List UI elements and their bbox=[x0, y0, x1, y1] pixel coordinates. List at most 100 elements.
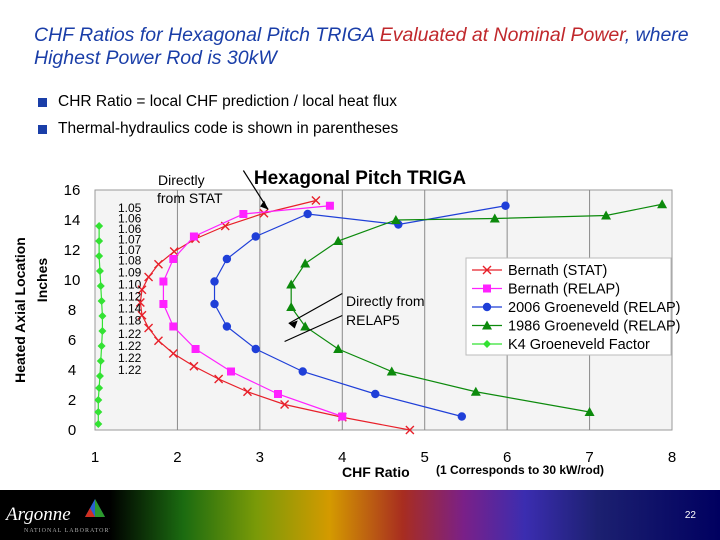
legend-label: K4 Groeneveld Factor bbox=[508, 337, 650, 353]
data-point bbox=[298, 367, 307, 376]
data-point bbox=[98, 327, 107, 335]
data-point bbox=[222, 322, 232, 331]
data-point bbox=[98, 312, 107, 320]
data-point bbox=[239, 210, 248, 218]
y-tick-label: 16 bbox=[64, 182, 81, 199]
x-tick-label: 2 bbox=[173, 449, 181, 466]
x-tick-label: 3 bbox=[256, 449, 264, 466]
data-point bbox=[390, 215, 401, 224]
data-point bbox=[251, 232, 260, 241]
data-point bbox=[168, 349, 178, 358]
data-point bbox=[135, 298, 145, 307]
data-label: 1.05 bbox=[118, 201, 142, 215]
data-point bbox=[153, 259, 163, 269]
data-point bbox=[210, 277, 219, 286]
data-point bbox=[280, 400, 290, 409]
data-point bbox=[601, 210, 612, 220]
data-point bbox=[386, 366, 397, 376]
data-label: 1.07 bbox=[118, 233, 142, 247]
y-tick-label: 6 bbox=[68, 332, 76, 349]
legend-marker bbox=[482, 265, 492, 275]
data-point bbox=[144, 323, 154, 333]
data-point bbox=[338, 412, 347, 421]
data-label: 1.12 bbox=[118, 290, 142, 304]
annotation-relap-line1: Directly from bbox=[346, 293, 425, 309]
data-point bbox=[153, 336, 163, 346]
y-tick-label: 10 bbox=[64, 272, 81, 289]
x-tick-label: 8 bbox=[668, 449, 676, 466]
footer-gradient bbox=[110, 490, 720, 540]
data-label: 1.07 bbox=[118, 243, 142, 257]
data-point bbox=[251, 344, 260, 354]
data-point bbox=[214, 374, 224, 384]
data-point bbox=[333, 236, 344, 245]
data-point bbox=[286, 302, 297, 311]
data-label: 1.22 bbox=[118, 339, 142, 353]
x-axis-label: CHF Ratio bbox=[342, 464, 410, 480]
legend-marker bbox=[482, 320, 492, 330]
data-point bbox=[95, 384, 104, 392]
annotation-relap-arrowhead bbox=[288, 320, 298, 329]
data-point bbox=[95, 372, 104, 380]
data-point bbox=[144, 272, 154, 282]
data-point bbox=[137, 310, 147, 320]
data-point bbox=[95, 222, 104, 230]
data-point bbox=[189, 232, 198, 241]
data-point bbox=[96, 282, 105, 290]
annotation-stat-arrowhead bbox=[260, 200, 269, 210]
data-point bbox=[94, 408, 103, 416]
data-label: 1.22 bbox=[118, 363, 142, 377]
data-point bbox=[227, 367, 236, 376]
bullet-square-icon bbox=[38, 97, 47, 107]
data-point bbox=[189, 361, 199, 371]
data-point bbox=[311, 196, 321, 205]
legend-marker bbox=[482, 302, 492, 312]
data-label: 1.06 bbox=[118, 212, 142, 226]
data-point bbox=[584, 407, 595, 416]
y-tick-label: 12 bbox=[64, 242, 81, 259]
data-label: 1.22 bbox=[118, 327, 142, 341]
annotation-stat-line2: from STAT bbox=[157, 190, 223, 206]
y-tick-label: 0 bbox=[68, 422, 76, 439]
y-tick-label: 14 bbox=[64, 212, 81, 229]
page-number: 22 bbox=[684, 510, 696, 521]
bullet-item: CHR Ratio = local CHF prediction / local… bbox=[38, 90, 398, 114]
x-tick-label: 7 bbox=[585, 449, 593, 466]
annotation-relap-arrow bbox=[284, 314, 343, 343]
data-point bbox=[95, 252, 104, 260]
logo-subtext: NATIONAL LABORATORY bbox=[24, 528, 115, 534]
bullet-square-icon bbox=[38, 124, 47, 134]
data-point bbox=[303, 209, 312, 219]
annotation-relap-arrow bbox=[288, 292, 343, 325]
data-point bbox=[242, 387, 252, 397]
data-point bbox=[210, 299, 219, 309]
data-point bbox=[405, 425, 415, 435]
x-tick-label: 4 bbox=[338, 449, 346, 466]
data-point bbox=[169, 247, 179, 256]
argonne-logo: Argonne NATIONAL LABORATORY bbox=[6, 504, 114, 534]
annotation-relap-line2: RELAP5 bbox=[346, 312, 400, 328]
data-point bbox=[159, 277, 168, 286]
bullet-list: CHR Ratio = local CHF prediction / local… bbox=[38, 90, 398, 144]
data-label: 1.06 bbox=[118, 222, 142, 236]
data-point bbox=[137, 285, 147, 295]
legend-label: Bernath (STAT) bbox=[508, 263, 607, 279]
data-label: 1.08 bbox=[118, 254, 142, 268]
data-point bbox=[169, 255, 178, 263]
annotation-stat-line1: Directly bbox=[158, 172, 205, 188]
data-label: 1.14 bbox=[118, 302, 142, 316]
data-point bbox=[371, 389, 380, 399]
data-point bbox=[222, 254, 232, 264]
data-point bbox=[96, 357, 105, 365]
data-point bbox=[273, 390, 282, 398]
title-text: CHF Ratios for Hexagonal Pitch TRIGA bbox=[34, 24, 380, 46]
data-point bbox=[191, 345, 200, 353]
slide-title: CHF Ratios for Hexagonal Pitch TRIGA Eva… bbox=[34, 24, 704, 70]
legend-label: Bernath (RELAP) bbox=[508, 282, 620, 298]
y-tick-label: 4 bbox=[68, 362, 76, 379]
data-point bbox=[95, 267, 104, 275]
logo-text: Argonne bbox=[6, 504, 71, 525]
legend-marker bbox=[483, 340, 491, 348]
data-point bbox=[94, 420, 103, 428]
legend-label: 1986 Groeneveld (RELAP) bbox=[508, 319, 681, 335]
